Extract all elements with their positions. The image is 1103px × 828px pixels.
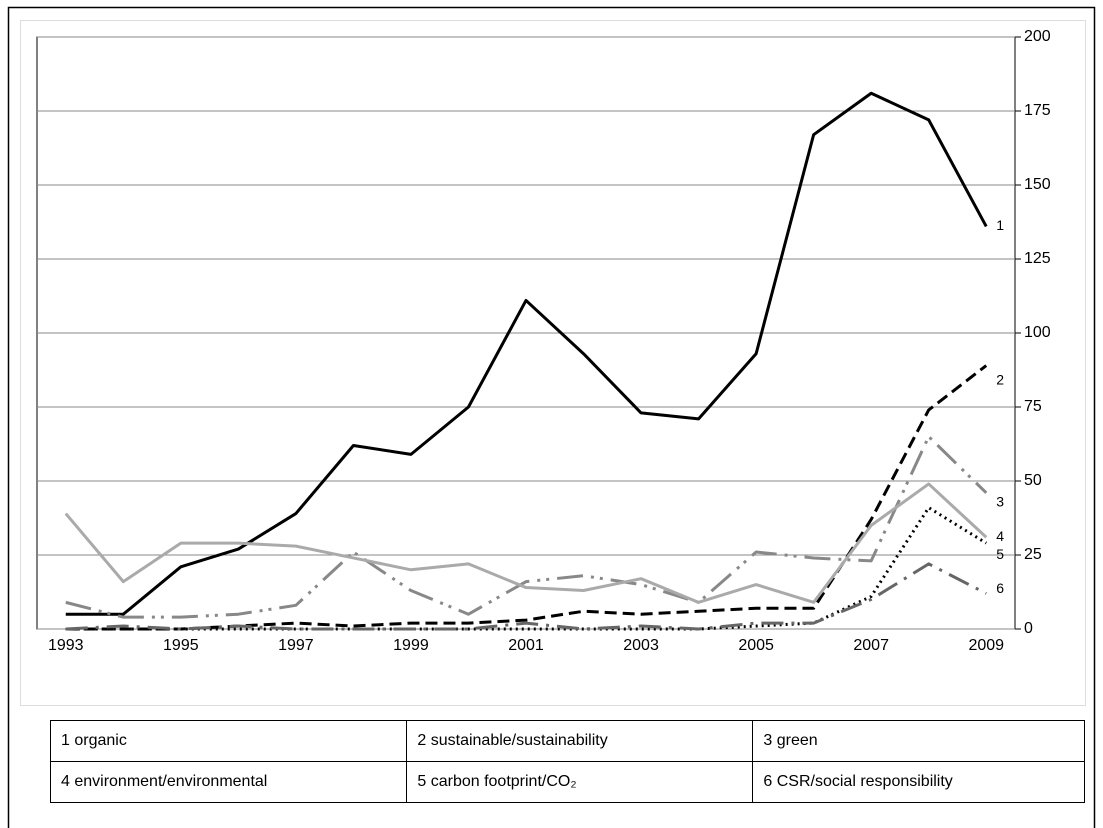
legend-entry: 1 organic: [49, 720, 408, 762]
chart-frame: [20, 20, 1086, 706]
y-tick-label: 150: [1024, 176, 1051, 193]
outer-frame: [7, 6, 1096, 828]
x-tick-label: 1993: [48, 637, 84, 654]
legend-entry: 6 CSR/social responsibility: [752, 761, 1085, 803]
x-tick-label: 2007: [853, 637, 889, 654]
series-end-label: 6: [996, 580, 1004, 596]
y-tick-label: 50: [1024, 472, 1042, 489]
series-line: [65, 91, 988, 616]
y-tick-label: 200: [1024, 28, 1051, 45]
y-tick-label: 75: [1024, 398, 1042, 415]
series-end-label: 4: [996, 528, 1004, 544]
series-line: [65, 562, 987, 631]
x-tick-label: 1995: [163, 637, 199, 654]
series-end-label: 1: [996, 217, 1004, 233]
y-tick-label: 125: [1024, 250, 1051, 267]
x-tick-label: 2005: [738, 637, 774, 654]
x-tick-label: 2003: [623, 637, 659, 654]
y-tick-label: 25: [1024, 546, 1042, 563]
legend-entry: 5 carbon footprint/CO₂: [406, 761, 754, 803]
legend: 1 organic 2 sustainable/sustainability 3 g…: [49, 720, 1085, 803]
x-tick-label: 1997: [278, 637, 314, 654]
legend-row: 1 organic 2 sustainable/sustainability 3 g…: [49, 720, 1085, 762]
legend-row: 4 environment/environmental 5 carbon foot…: [49, 761, 1085, 803]
series-end-label: 3: [996, 494, 1004, 510]
series-end-label: 2: [996, 371, 1004, 387]
x-tick-label: 2009: [968, 637, 1004, 654]
y-tick-label: 0: [1024, 620, 1033, 637]
series-line: [65, 364, 988, 631]
series-line: [64, 482, 988, 604]
legend-entry: 3 green: [752, 720, 1085, 762]
legend-entry: 2 sustainable/sustainability: [406, 720, 754, 762]
series-end-label: 5: [996, 546, 1004, 562]
series-line: [65, 435, 988, 619]
y-tick-label: 175: [1024, 102, 1051, 119]
x-tick-label: 2001: [508, 637, 544, 654]
y-tick-label: 100: [1024, 324, 1051, 341]
x-tick-label: 1999: [393, 637, 429, 654]
legend-entry: 4 environment/environmental: [49, 761, 408, 803]
series-line: [65, 506, 988, 631]
